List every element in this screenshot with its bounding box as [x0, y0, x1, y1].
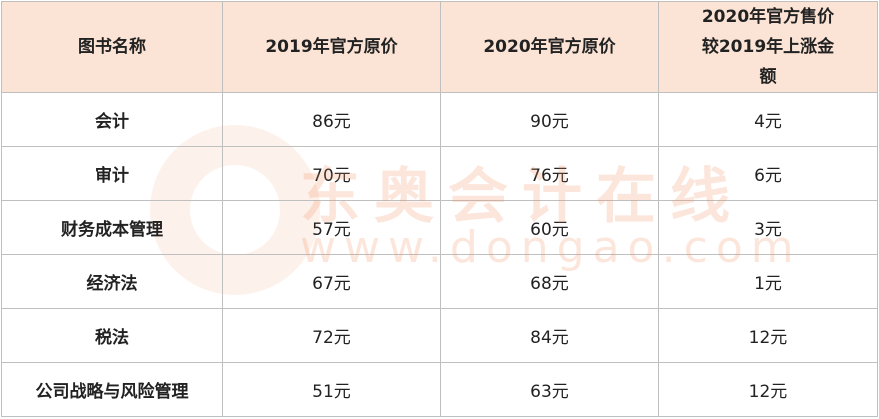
- header-cell: 图书名称: [1, 1, 223, 93]
- price-cell: 76元: [440, 146, 659, 201]
- price-cell: 12元: [658, 362, 878, 417]
- price-cell: 70元: [222, 146, 441, 201]
- price-cell: 51元: [222, 362, 441, 417]
- price-cell: 72元: [222, 308, 441, 363]
- book-name: 经济法: [1, 254, 223, 309]
- book-name: 财务成本管理: [1, 200, 223, 255]
- header-cell: 2020年官方原价: [440, 1, 659, 93]
- table-row: 审计 70元 76元 6元: [1, 146, 878, 201]
- table-row: 税法 72元 84元 12元: [1, 308, 878, 363]
- price-cell: 86元: [222, 92, 441, 147]
- table-row: 公司战略与风险管理 51元 63元 12元: [1, 362, 878, 417]
- header-cell: 2020年官方售价较2019年上涨金额: [658, 1, 878, 93]
- price-cell: 68元: [440, 254, 659, 309]
- price-cell: 12元: [658, 308, 878, 363]
- price-cell: 60元: [440, 200, 659, 255]
- header-cell: 2019年官方原价: [222, 1, 441, 93]
- price-cell: 84元: [440, 308, 659, 363]
- price-cell: 6元: [658, 146, 878, 201]
- price-cell: 57元: [222, 200, 441, 255]
- price-cell: 63元: [440, 362, 659, 417]
- price-cell: 67元: [222, 254, 441, 309]
- table-row: 经济法 67元 68元 1元: [1, 254, 878, 309]
- price-cell: 4元: [658, 92, 878, 147]
- table-row: 财务成本管理 57元 60元 3元: [1, 200, 878, 255]
- price-cell: 3元: [658, 200, 878, 255]
- table-row: 会计 86元 90元 4元: [1, 92, 878, 147]
- price-cell: 1元: [658, 254, 878, 309]
- price-cell: 90元: [440, 92, 659, 147]
- table-body: 会计 86元 90元 4元 审计 70元 76元 6元 财务成本管理 57元 60元 3元 经济法 67元…: [1, 92, 878, 417]
- header-row: 图书名称 2019年官方原价 2020年官方原价 2020年官方售价较2019年上涨金…: [1, 1, 878, 93]
- book-name: 公司战略与风险管理: [1, 362, 223, 417]
- book-name: 审计: [1, 146, 223, 201]
- book-name: 税法: [1, 308, 223, 363]
- book-name: 会计: [1, 92, 223, 147]
